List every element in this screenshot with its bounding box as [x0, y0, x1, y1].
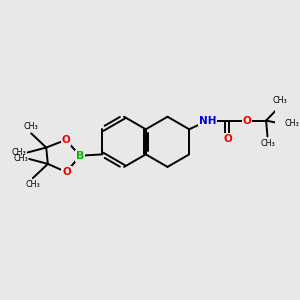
Text: CH₃: CH₃ — [285, 119, 299, 128]
Text: B: B — [76, 151, 84, 161]
Text: O: O — [61, 135, 70, 145]
Text: NH: NH — [199, 116, 217, 126]
Text: CH₃: CH₃ — [12, 148, 26, 157]
Text: CH₃: CH₃ — [260, 139, 275, 148]
Text: O: O — [223, 134, 232, 144]
Text: CH₃: CH₃ — [26, 180, 40, 189]
Text: CH₃: CH₃ — [272, 96, 287, 105]
Text: CH₃: CH₃ — [13, 154, 28, 164]
Text: O: O — [62, 167, 71, 177]
Text: O: O — [243, 116, 251, 126]
Text: CH₃: CH₃ — [24, 122, 39, 131]
